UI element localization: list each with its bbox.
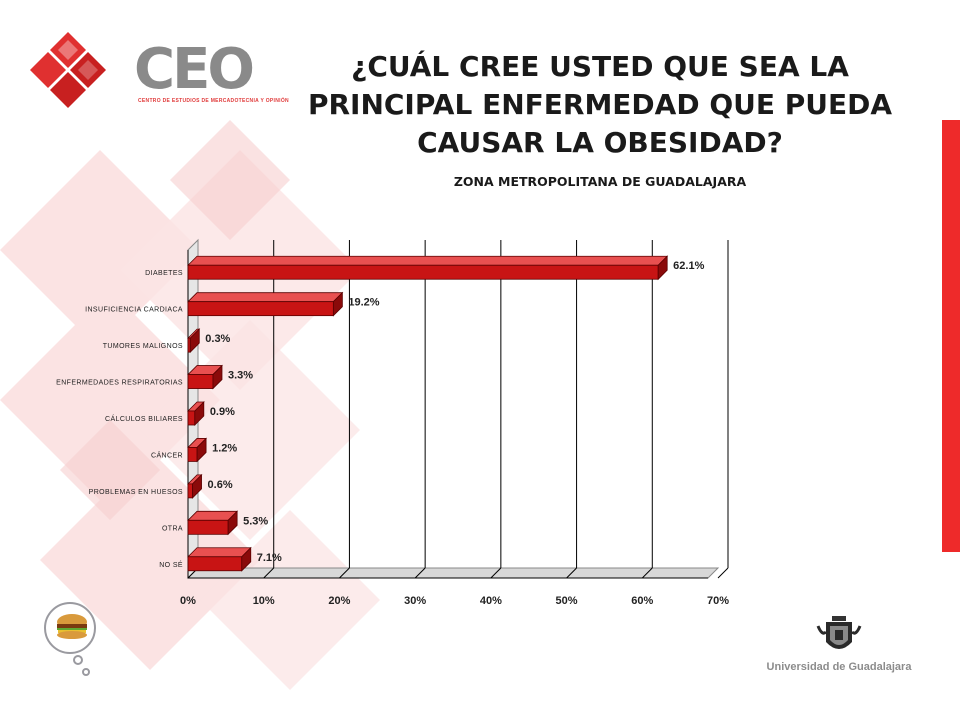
data-label: 62.1% <box>673 260 704 272</box>
x-tick-label: 0% <box>180 595 196 607</box>
accent-strip <box>942 120 960 552</box>
bar <box>187 410 196 426</box>
gridline-floor <box>566 567 577 579</box>
x-tick-label: 30% <box>404 595 426 607</box>
ceo-cube-mark-icon <box>30 32 106 108</box>
bar-top <box>187 292 344 303</box>
data-label: 1.2% <box>212 442 237 454</box>
gridline-floor <box>490 567 502 579</box>
gridline-floor <box>717 567 729 579</box>
category-label: TUMORES MALIGNOS <box>103 343 183 350</box>
x-tick-label: 40% <box>480 595 502 607</box>
bar-side <box>189 328 200 354</box>
data-label: 3.3% <box>228 370 253 382</box>
data-label: 19.2% <box>348 297 379 309</box>
bar <box>187 264 659 280</box>
gridline-floor <box>339 567 350 579</box>
data-label: 0.3% <box>205 333 230 345</box>
gridline-floor <box>263 567 275 579</box>
category-label: CÁLCULOS BILIARES <box>105 414 183 423</box>
bar-side <box>192 473 202 499</box>
category-label: ENFERMEDADES RESPIRATORIAS <box>56 380 183 387</box>
university-name: Universidad de Guadalajara <box>766 661 912 673</box>
category-label: INSUFICIENCIA CARDIACA <box>85 307 183 314</box>
x-tick-label: 60% <box>631 595 653 607</box>
data-label: 0.9% <box>210 406 235 418</box>
x-tick-label: 10% <box>253 595 275 607</box>
data-label: 7.1% <box>257 552 282 564</box>
bar-side <box>241 546 252 572</box>
bar <box>187 374 214 389</box>
page-subtitle: ZONA METROPOLITANA DE GUADALAJARA <box>453 174 747 189</box>
bar <box>187 556 243 572</box>
category-label: NO SÉ <box>159 560 183 569</box>
bar <box>187 301 334 317</box>
page-title: ¿CUÁL CREE USTED QUE SEA LA PRINCIPAL EN… <box>307 50 893 159</box>
chart-floor <box>186 567 720 579</box>
udg-coat-of-arms-icon <box>816 616 862 649</box>
category-label: PROBLEMAS EN HUESOS <box>89 489 183 496</box>
bar <box>187 483 193 499</box>
category-label: DIABETES <box>145 270 183 277</box>
gridline-floor <box>414 567 426 579</box>
category-label: CÁNCER <box>151 450 183 459</box>
bar <box>187 519 229 535</box>
bar-side <box>194 401 205 426</box>
bar-top <box>187 255 669 266</box>
bar <box>187 447 198 462</box>
bar-side <box>227 510 238 536</box>
data-label: 5.3% <box>243 515 268 527</box>
bar-side <box>657 255 668 281</box>
logo-tagline: CENTRO DE ESTUDIOS DE MERCADOTECNIA Y OP… <box>138 98 289 104</box>
bar-top <box>187 547 252 558</box>
university-logo: Universidad de Guadalajara <box>764 612 914 682</box>
x-tick-label: 50% <box>556 595 578 607</box>
category-label: OTRA <box>162 525 183 532</box>
logo-letters: CEO <box>134 37 255 102</box>
bar-side <box>196 437 207 463</box>
bar-side <box>332 291 343 317</box>
ceo-logo: CEO CENTRO DE ESTUDIOS DE MERCADOTECNIA … <box>30 30 289 110</box>
x-tick-label: 70% <box>707 595 729 607</box>
data-label: 0.6% <box>208 479 233 491</box>
gridline-floor <box>641 567 653 579</box>
x-tick-label: 20% <box>328 595 350 607</box>
bar-side <box>212 364 223 390</box>
hamburger-thought-bubble-icon <box>40 602 100 682</box>
